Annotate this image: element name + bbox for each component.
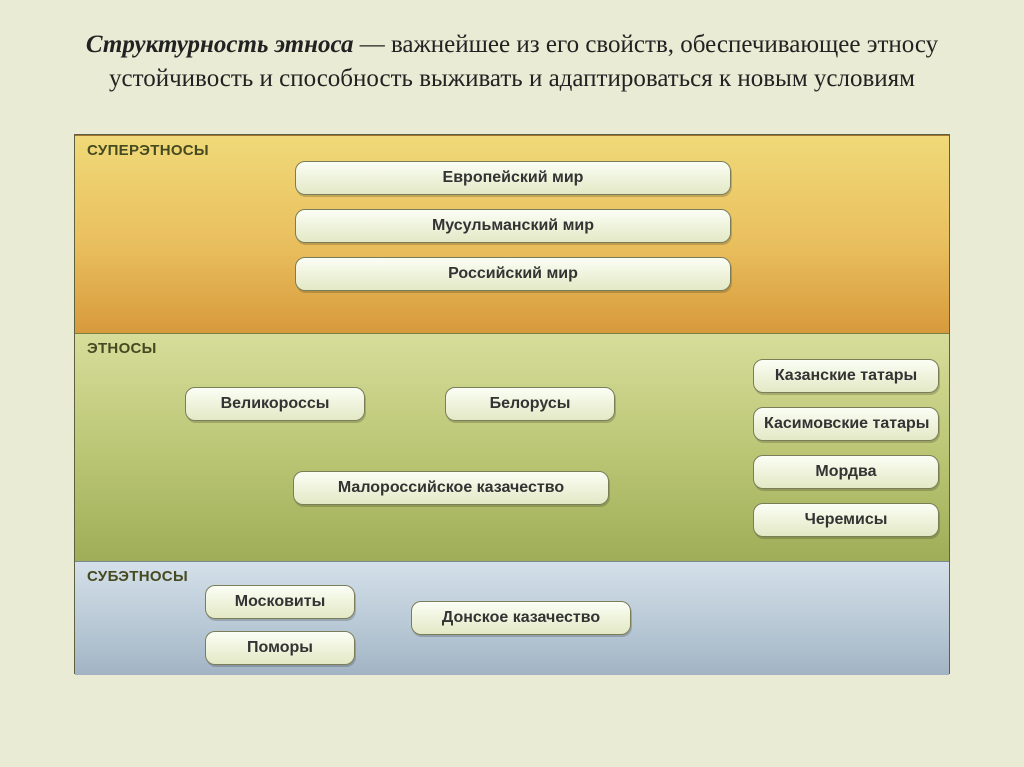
title-emph: Структурность этноса [86, 31, 354, 58]
node-bel: Белорусы [445, 387, 615, 421]
node-euro: Европейский мир [295, 161, 731, 195]
node-pom: Поморы [205, 631, 355, 665]
node-don: Донское казачество [411, 601, 631, 635]
node-rus: Российский мир [295, 257, 731, 291]
node-mor: Мордва [753, 455, 939, 489]
band-label-sub: СУБЭТНОСЫ [87, 568, 188, 585]
node-mal: Малороссийское казачество [293, 471, 609, 505]
band-label-super: СУПЕРЭТНОСЫ [87, 142, 209, 159]
node-cher: Черемисы [753, 503, 939, 537]
band-label-ethnos: ЭТНОСЫ [87, 340, 157, 357]
node-musl: Мусульманский мир [295, 209, 731, 243]
ethnos-diagram: СУПЕРЭТНОСЫ ЭТНОСЫ СУБЭТНОСЫ Европейский ми… [74, 134, 950, 674]
node-kaz: Казанские татары [753, 359, 939, 393]
node-kas: Касимовские татары [753, 407, 939, 441]
node-mos: Московиты [205, 585, 355, 619]
node-vel: Великороссы [185, 387, 365, 421]
page-title: Структурность этноса — важнейшее из его … [0, 0, 1024, 120]
